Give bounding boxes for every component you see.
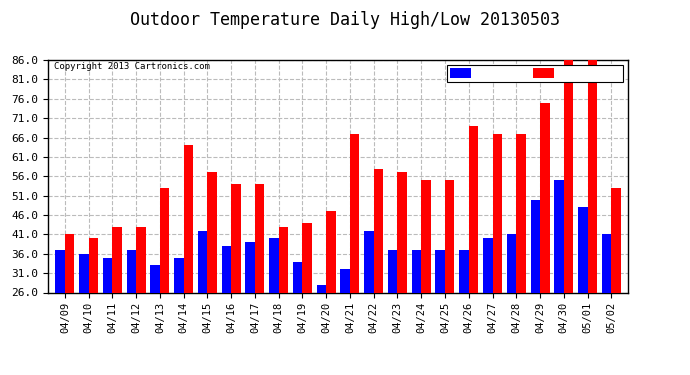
Bar: [421, 180, 431, 292]
Bar: [564, 60, 573, 292]
Text: Copyright 2013 Cartronics.com: Copyright 2013 Cartronics.com: [54, 62, 210, 71]
Bar: [269, 238, 279, 292]
Bar: [611, 188, 621, 292]
Bar: [55, 250, 65, 292]
Bar: [412, 250, 421, 292]
Bar: [198, 231, 208, 292]
Bar: [364, 231, 374, 292]
Bar: [302, 223, 312, 292]
Bar: [127, 250, 136, 292]
Bar: [103, 258, 112, 292]
Bar: [136, 226, 146, 292]
Bar: [469, 126, 478, 292]
Bar: [435, 250, 445, 292]
Legend: Low  (°F), High  (°F): Low (°F), High (°F): [446, 65, 622, 82]
Bar: [602, 234, 611, 292]
Bar: [112, 226, 122, 292]
Bar: [326, 211, 336, 292]
Bar: [150, 266, 160, 292]
Bar: [578, 207, 587, 292]
Bar: [540, 103, 549, 292]
Bar: [184, 145, 193, 292]
Bar: [160, 188, 170, 292]
Bar: [255, 184, 264, 292]
Bar: [493, 134, 502, 292]
Bar: [231, 184, 241, 292]
Bar: [460, 250, 469, 292]
Bar: [388, 250, 397, 292]
Bar: [221, 246, 231, 292]
Bar: [374, 168, 383, 292]
Bar: [89, 238, 98, 292]
Bar: [350, 134, 359, 292]
Bar: [246, 242, 255, 292]
Bar: [174, 258, 184, 292]
Bar: [79, 254, 89, 292]
Bar: [317, 285, 326, 292]
Bar: [340, 269, 350, 292]
Bar: [397, 172, 407, 292]
Bar: [506, 234, 516, 292]
Text: Outdoor Temperature Daily High/Low 20130503: Outdoor Temperature Daily High/Low 20130…: [130, 11, 560, 29]
Bar: [516, 134, 526, 292]
Bar: [293, 261, 302, 292]
Bar: [65, 234, 75, 292]
Bar: [531, 200, 540, 292]
Bar: [208, 172, 217, 292]
Bar: [279, 226, 288, 292]
Bar: [483, 238, 493, 292]
Bar: [445, 180, 455, 292]
Bar: [587, 60, 597, 292]
Bar: [554, 180, 564, 292]
